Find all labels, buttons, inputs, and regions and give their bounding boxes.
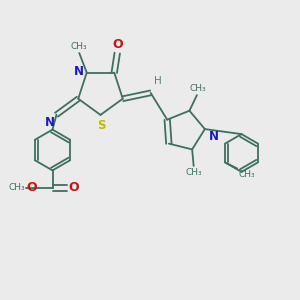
Text: CH₃: CH₃ [185,168,202,177]
Text: O: O [69,181,79,194]
Text: H: H [154,76,161,86]
Text: N: N [74,64,84,78]
Text: O: O [27,181,37,194]
Text: CH₃: CH₃ [8,183,25,192]
Text: CH₃: CH₃ [71,42,88,51]
Text: CH₃: CH₃ [238,170,255,179]
Text: CH₃: CH₃ [189,84,206,93]
Text: N: N [208,130,218,143]
Text: O: O [113,38,124,51]
Text: N: N [45,116,55,129]
Text: S: S [97,119,105,132]
